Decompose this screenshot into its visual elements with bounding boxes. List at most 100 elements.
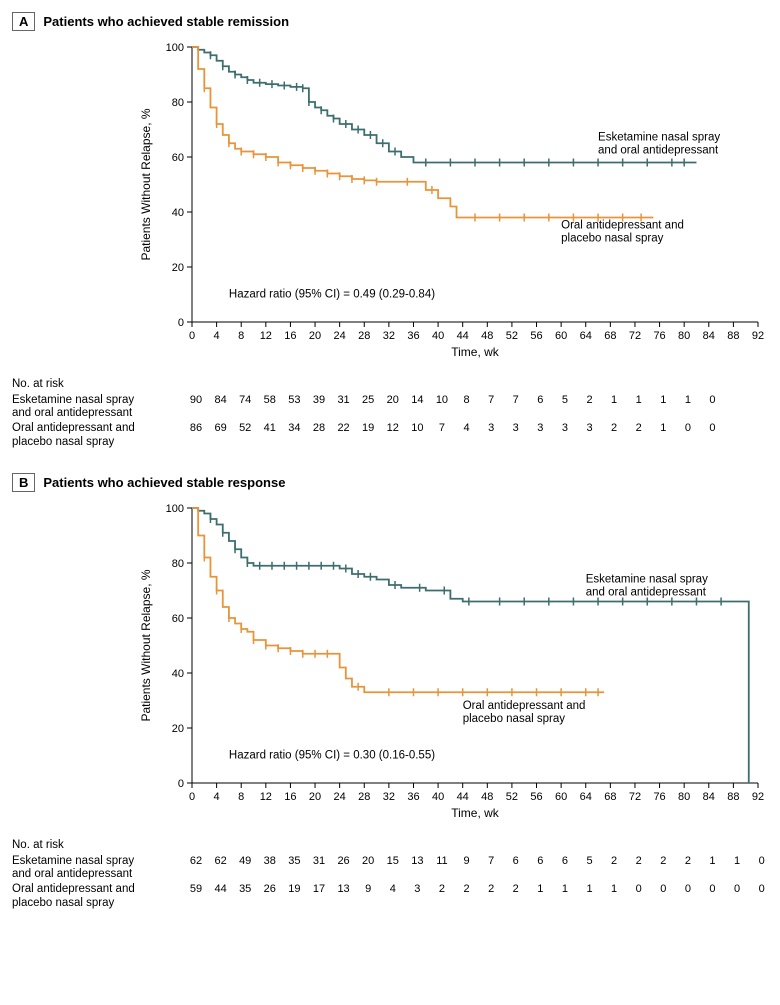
risk-table: No. at risk Esketamine nasal sprayand ora… xyxy=(12,378,768,449)
risk-cell: 14 xyxy=(405,394,430,406)
risk-cell: 2 xyxy=(430,883,455,895)
risk-cell: 17 xyxy=(307,883,332,895)
risk-row: Oral antidepressant andplacebo nasal spr… xyxy=(12,883,768,909)
series-label-placebo: placebo nasal spray xyxy=(561,233,664,245)
svg-text:36: 36 xyxy=(407,791,419,803)
risk-cell: 0 xyxy=(725,883,750,895)
svg-text:76: 76 xyxy=(653,791,665,803)
series-label-esketamine: and oral antidepressant xyxy=(598,145,719,157)
svg-text:24: 24 xyxy=(334,791,346,803)
risk-table: No. at risk Esketamine nasal sprayand ora… xyxy=(12,839,768,910)
risk-cell: 53 xyxy=(282,394,307,406)
risk-cell: 3 xyxy=(503,422,528,434)
x-axis-label: Time, wk xyxy=(451,806,500,820)
svg-text:32: 32 xyxy=(383,330,395,342)
svg-text:56: 56 xyxy=(530,330,542,342)
x-axis-label: Time, wk xyxy=(451,345,500,359)
panel-A: A Patients who achieved stable remission 0… xyxy=(12,12,768,449)
risk-cell: 13 xyxy=(331,883,356,895)
risk-cell: 15 xyxy=(380,855,405,867)
risk-cell: 6 xyxy=(503,855,528,867)
svg-text:20: 20 xyxy=(309,330,321,342)
risk-cell: 2 xyxy=(676,855,701,867)
risk-cell: 5 xyxy=(553,394,578,406)
svg-text:60: 60 xyxy=(555,330,567,342)
svg-text:52: 52 xyxy=(506,330,518,342)
risk-cell: 1 xyxy=(626,394,651,406)
risk-cell: 2 xyxy=(503,883,528,895)
panel-title: Patients who achieved stable response xyxy=(43,475,285,490)
svg-text:24: 24 xyxy=(334,330,346,342)
risk-cell: 0 xyxy=(676,422,701,434)
svg-text:16: 16 xyxy=(284,330,296,342)
svg-text:60: 60 xyxy=(172,152,184,164)
svg-text:48: 48 xyxy=(481,330,493,342)
risk-cell: 3 xyxy=(405,883,430,895)
risk-cell: 35 xyxy=(282,855,307,867)
risk-cell: 2 xyxy=(626,855,651,867)
svg-text:0: 0 xyxy=(178,778,184,790)
svg-text:0: 0 xyxy=(189,791,195,803)
series-label-placebo: Oral antidepressant and xyxy=(463,700,586,712)
svg-text:8: 8 xyxy=(238,791,244,803)
risk-cell: 0 xyxy=(700,394,725,406)
risk-cell: 26 xyxy=(331,855,356,867)
risk-cell: 8 xyxy=(454,394,479,406)
km-series-placebo xyxy=(192,508,604,692)
panel-header: A Patients who achieved stable remission xyxy=(12,12,768,31)
risk-cell: 3 xyxy=(528,422,553,434)
risk-cell: 74 xyxy=(233,394,258,406)
svg-text:68: 68 xyxy=(604,330,616,342)
risk-cell: 6 xyxy=(553,855,578,867)
risk-row: Esketamine nasal sprayand oral antidepre… xyxy=(12,855,768,881)
risk-cell: 7 xyxy=(479,855,504,867)
svg-text:12: 12 xyxy=(260,330,272,342)
y-axis-label: Patients Without Relapse, % xyxy=(139,108,153,260)
svg-text:0: 0 xyxy=(189,330,195,342)
svg-text:12: 12 xyxy=(260,791,272,803)
risk-cell: 10 xyxy=(405,422,430,434)
risk-row-label: Oral antidepressant andplacebo nasal spr… xyxy=(12,422,186,448)
svg-text:20: 20 xyxy=(309,791,321,803)
panel-title: Patients who achieved stable remission xyxy=(43,14,289,29)
risk-row-label: Esketamine nasal sprayand oral antidepre… xyxy=(12,394,186,420)
risk-cell: 1 xyxy=(676,394,701,406)
risk-cell: 1 xyxy=(651,394,676,406)
risk-cell: 1 xyxy=(577,883,602,895)
risk-cell: 86 xyxy=(184,422,209,434)
risk-cell: 1 xyxy=(602,883,627,895)
risk-row-label: Oral antidepressant andplacebo nasal spr… xyxy=(12,883,186,909)
risk-cell: 4 xyxy=(454,422,479,434)
svg-text:88: 88 xyxy=(727,791,739,803)
risk-cell: 5 xyxy=(577,855,602,867)
risk-cell: 1 xyxy=(602,394,627,406)
risk-cell: 3 xyxy=(479,422,504,434)
svg-text:68: 68 xyxy=(604,791,616,803)
risk-cell: 28 xyxy=(307,422,332,434)
risk-cell: 59 xyxy=(184,883,209,895)
panel-letter: A xyxy=(12,12,35,31)
svg-text:64: 64 xyxy=(580,791,592,803)
risk-cell: 1 xyxy=(553,883,578,895)
risk-row: Oral antidepressant andplacebo nasal spr… xyxy=(12,422,768,448)
risk-row-label: Esketamine nasal sprayand oral antidepre… xyxy=(12,855,186,881)
risk-cell: 9 xyxy=(454,855,479,867)
risk-cell: 6 xyxy=(528,855,553,867)
svg-text:92: 92 xyxy=(752,791,764,803)
risk-cell: 1 xyxy=(700,855,725,867)
risk-table-title: No. at risk xyxy=(12,839,768,851)
series-label-esketamine: Esketamine nasal spray xyxy=(598,132,720,144)
svg-text:44: 44 xyxy=(457,791,469,803)
risk-row: Esketamine nasal sprayand oral antidepre… xyxy=(12,394,768,420)
risk-cell: 12 xyxy=(380,422,405,434)
svg-text:40: 40 xyxy=(432,791,444,803)
svg-text:48: 48 xyxy=(481,791,493,803)
panel-letter: B xyxy=(12,473,35,492)
km-chart: 0204060801000481216202428323640444852566… xyxy=(12,498,768,828)
risk-cell: 0 xyxy=(700,883,725,895)
svg-text:80: 80 xyxy=(678,791,690,803)
risk-table-title: No. at risk xyxy=(12,378,768,390)
risk-cell: 84 xyxy=(208,394,233,406)
risk-cell: 7 xyxy=(479,394,504,406)
risk-cell: 13 xyxy=(405,855,430,867)
